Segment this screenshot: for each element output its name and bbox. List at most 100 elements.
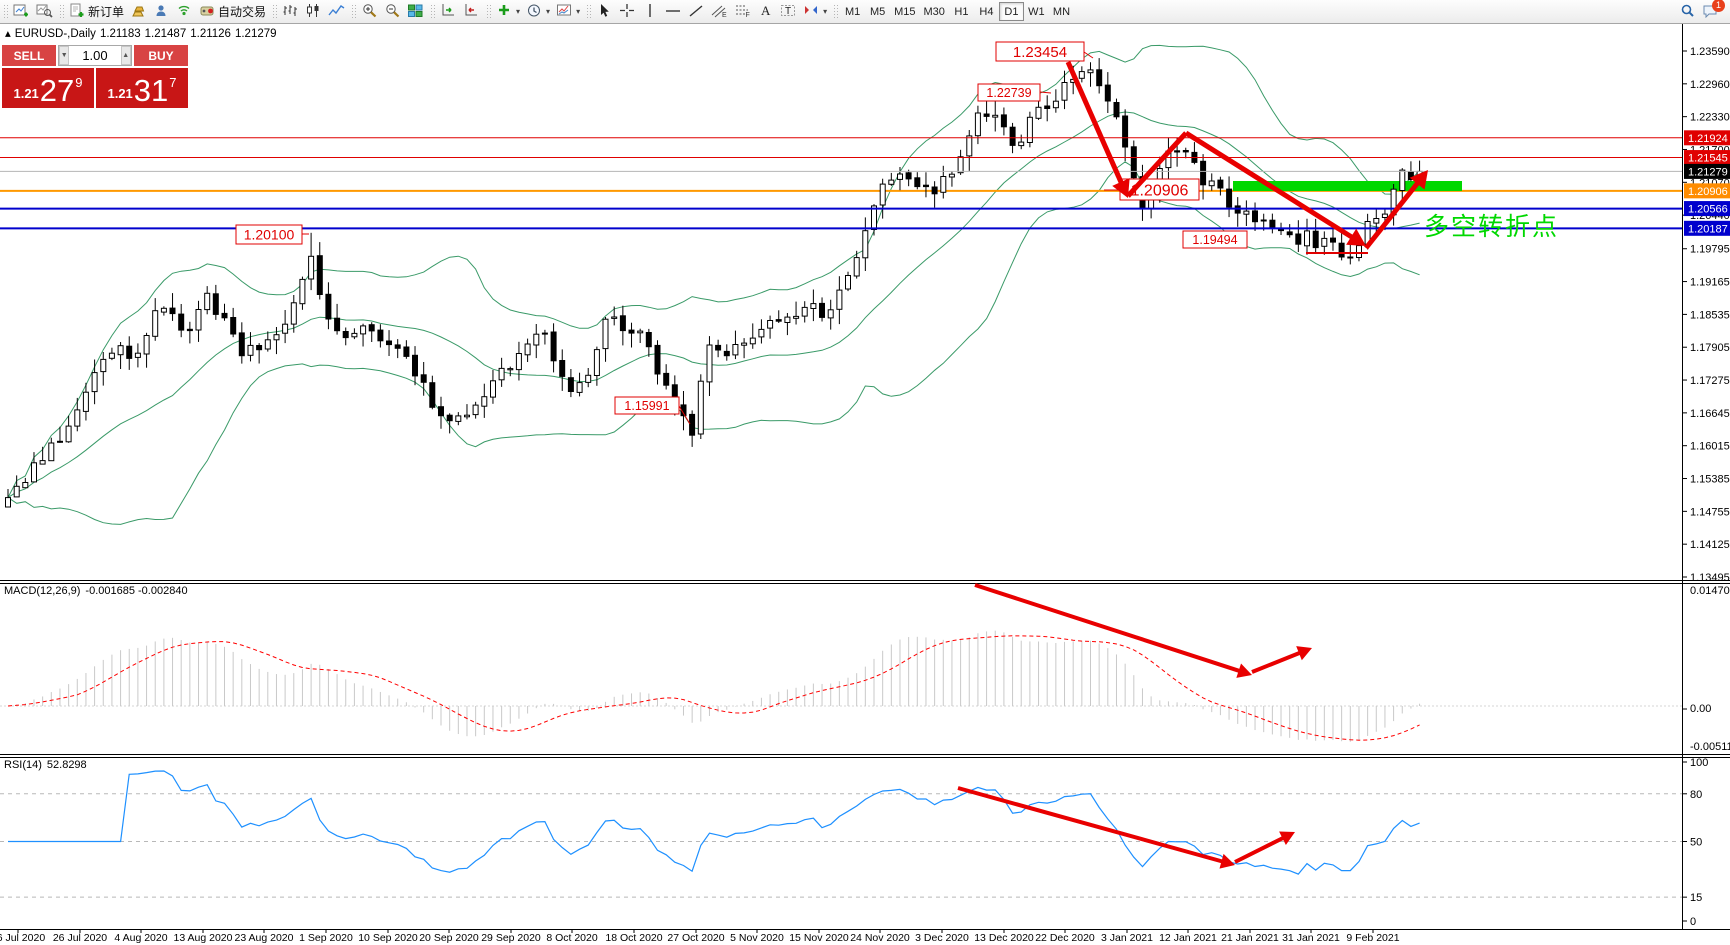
trend-arrow-main-2[interactable] [1126,131,1188,198]
sell-button[interactable]: SELL [2,45,56,66]
trend-arrow-macd-1-head[interactable] [1236,663,1252,678]
date-tick-label: 29 Sep 2020 [481,932,541,944]
green-zone-highlight[interactable] [1233,181,1462,191]
toolbar-grip[interactable] [486,3,492,20]
toolbar-group [0,0,56,23]
buy-button[interactable]: BUY [134,45,188,66]
price-tick-label: 1.19795 [1690,244,1730,256]
trend-arrow-macd-2[interactable] [1251,650,1303,674]
autotrade-button[interactable]: 自动交易 [196,1,269,22]
buy-price-point: 7 [169,75,177,90]
channel-button[interactable]: E [708,1,731,22]
lot-decrease-button[interactable]: ▼ [59,46,70,65]
toolbar-grip[interactable] [351,3,357,20]
arrows-button[interactable]: ▾ [800,1,830,22]
candle-chart-icon [305,3,322,21]
gold-button[interactable] [127,1,150,22]
indicators-button[interactable]: ▾ [493,1,523,22]
text-button[interactable]: A [754,1,777,22]
trend-arrow-main-1[interactable] [1065,60,1125,187]
trend-arrow-main-3[interactable] [1184,130,1356,241]
fibonacci-button[interactable]: F [731,1,754,22]
horizontal-line-button[interactable] [662,1,685,22]
crosshair-button[interactable] [616,1,639,22]
timeframe-D1-button[interactable]: D1 [998,2,1024,21]
lot-size-input[interactable] [69,46,121,65]
macd-max-label: 0.014706 [1690,585,1730,597]
price-label-1.22739: 1.22739 [986,86,1031,100]
date-tick-label: 1 Sep 2020 [299,932,353,944]
candle-chart-mode-button[interactable] [302,1,325,22]
auto-scroll-button[interactable] [437,1,460,22]
lot-increase-button[interactable]: ▲ [120,46,131,65]
toolbar-group: ▾ ▾ ▾ [483,0,583,23]
toolbar-grip[interactable] [272,3,278,20]
timeframe-H1-button[interactable]: H1 [949,2,974,21]
trend-arrow-main-4-head[interactable] [1409,170,1428,190]
trend-arrow-main-3-head[interactable] [1346,228,1366,246]
chart-shift-button[interactable] [460,1,483,22]
account-button[interactable] [150,1,173,22]
zoom-out-button[interactable] [381,1,404,22]
timeframe-W1-button[interactable]: W1 [1024,2,1049,21]
signal-icon [176,3,193,21]
tile-windows-button[interactable] [404,1,427,22]
vertical-line-button[interactable] [639,1,662,22]
price-label-box[interactable] [1182,230,1248,249]
one-click-trade-panel: SELL ▼ ▲ BUY 1.21 27 9 1.21 31 7 [2,45,188,108]
periods-button[interactable]: ▾ [523,1,553,22]
timeframe-M30-button[interactable]: M30 [920,2,949,21]
new-order-button[interactable]: 新订单 [66,1,127,22]
turning-point-annotation[interactable]: 多空转折点 [1424,213,1560,241]
trend-arrow-main-4[interactable] [1364,179,1422,250]
toolbar-grip[interactable] [586,3,592,20]
toolbar-group [348,0,427,23]
trend-arrow-rsi-2-head[interactable] [1279,831,1295,846]
trend-arrow-rsi-1[interactable] [957,786,1225,864]
label-button[interactable]: T [777,1,800,22]
timeframe-M15-button[interactable]: M15 [890,2,919,21]
search-button[interactable] [1676,1,1699,22]
toolbar-grip[interactable] [3,3,8,20]
toolbar-grip[interactable] [833,3,839,20]
timeframe-MN-button[interactable]: MN [1049,2,1074,21]
trendline-button[interactable] [685,1,708,22]
trend-arrow-rsi-1-head[interactable] [1219,853,1235,869]
chat-button[interactable]: 1 [1699,0,1725,22]
cursor-button[interactable] [593,1,616,22]
buy-price-button[interactable]: 1.21 31 7 [96,68,188,108]
chart-magnifier-icon [36,3,53,21]
label-icon: T [780,3,797,21]
templates-icon [556,3,573,21]
zoom-in-button[interactable] [358,1,381,22]
date-tick-label: 9 Feb 2021 [1346,932,1399,944]
templates-button[interactable]: ▾ [553,1,583,22]
timeframe-M5-button[interactable]: M5 [865,2,890,21]
toolbar-grip[interactable] [430,3,436,20]
date-tick-label: 13 Dec 2020 [974,932,1034,944]
trend-arrow-main-1-head[interactable] [1112,178,1130,198]
trend-arrow-macd-2-head[interactable] [1296,646,1312,661]
bar-chart-mode-button[interactable] [279,1,302,22]
rsi-tick-label: 15 [1690,892,1702,904]
toolbar-grip[interactable] [59,3,64,20]
signal-button[interactable] [173,1,196,22]
trend-arrow-rsi-2[interactable] [1234,835,1286,864]
sell-price-button[interactable]: 1.21 27 9 [2,68,94,108]
macd-title: MACD(12,26,9) [4,585,81,597]
trend-arrow-macd-1[interactable] [974,583,1242,674]
line-chart-mode-button[interactable] [325,1,348,22]
chart-profiles-button[interactable] [33,1,56,22]
price-label-1.15991: 1.15991 [624,399,669,413]
date-tick-label: 23 Aug 2020 [235,932,294,944]
price-label-box[interactable] [995,41,1085,62]
toolbar-group [427,0,483,23]
ohlc-open: 1.21183 [99,28,141,40]
new-chart-button[interactable] [10,1,33,22]
timeframe-H4-button[interactable]: H4 [974,2,999,21]
timeframe-M1-button[interactable]: M1 [840,2,865,21]
date-tick-label: 20 Sep 2020 [419,932,479,944]
price-label-box[interactable] [614,396,680,415]
